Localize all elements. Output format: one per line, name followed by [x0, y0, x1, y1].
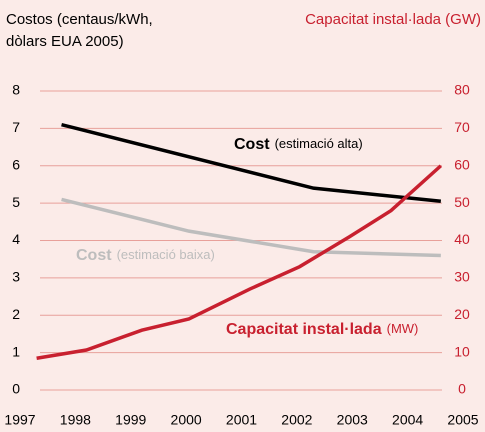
y-tick-label: 8 — [12, 82, 20, 98]
x-tick-label: 2004 — [392, 412, 423, 428]
y2-tick-label: 0 — [458, 381, 466, 397]
y-tick-label: 1 — [12, 343, 20, 359]
x-tick-label: 2001 — [226, 412, 257, 428]
x-tick-label: 2005 — [447, 412, 478, 428]
y2-tick-label: 20 — [454, 306, 470, 322]
y2-tick-label: 40 — [454, 231, 470, 247]
y2-tick-label: 50 — [454, 194, 470, 210]
y2-axis-title: Capacitat instal·lada (GW) — [305, 11, 481, 28]
y-axis-title: Costos (centaus/kWh, — [6, 11, 153, 28]
x-tick-label: 1998 — [60, 412, 91, 428]
x-tick-label: 2002 — [281, 412, 312, 428]
x-tick-label: 1997 — [4, 412, 35, 428]
series-line — [61, 122, 442, 203]
x-tick-label: 2003 — [337, 412, 368, 428]
series-label: Cost (estimació baixa) — [76, 247, 215, 264]
series-note: (MW) — [387, 321, 419, 336]
y-tick-label: 5 — [12, 194, 20, 210]
y-tick-label: 4 — [12, 231, 20, 247]
y2-tick-label: 60 — [454, 156, 470, 172]
y2-tick-label: 30 — [454, 269, 470, 285]
y2-tick-label: 10 — [454, 343, 470, 359]
y-tick-label: 6 — [12, 156, 20, 172]
x-tick-label: 2000 — [171, 412, 202, 428]
y-tick-label: 0 — [12, 381, 20, 397]
y-tick-label: 2 — [12, 306, 20, 322]
y-tick-label: 7 — [12, 119, 20, 135]
series-line — [36, 164, 443, 360]
series-name: Cost — [234, 136, 270, 153]
y-axis-title: dòlars EUA 2005) — [6, 33, 124, 50]
series-name: Capacitat instal·lada — [226, 321, 382, 338]
series-label: Cost (estimació alta) — [234, 136, 363, 153]
series-line — [61, 197, 441, 258]
series-name: Cost — [76, 247, 112, 264]
x-tick-label: 1999 — [115, 412, 146, 428]
y-tick-label: 3 — [12, 269, 20, 285]
series-note: (estimació alta) — [275, 136, 363, 151]
y2-tick-label: 70 — [454, 119, 470, 135]
y2-tick-label: 80 — [454, 82, 470, 98]
series-label: Capacitat instal·lada (MW) — [226, 321, 418, 338]
series-note: (estimació baixa) — [117, 247, 215, 262]
